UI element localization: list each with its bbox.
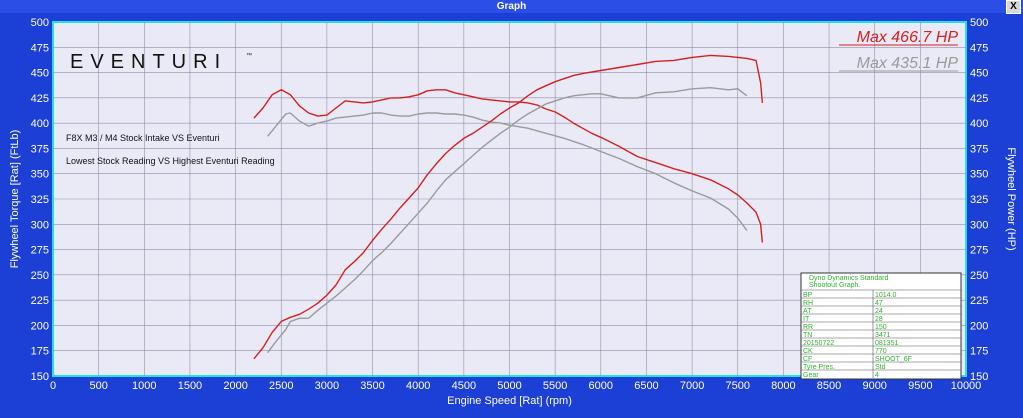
x-tick-label: 10000	[951, 380, 982, 392]
legend-row-key: TN	[803, 332, 812, 339]
legend-row-value: 3471	[875, 332, 891, 339]
legend-row-value: SHOOT_6F	[875, 356, 912, 363]
legend-row-key: IT	[803, 316, 810, 323]
y-left-tick-label: 400	[31, 118, 49, 130]
legend-subtitle: Shootout Graph.	[809, 282, 860, 289]
y-right-tick-label: 475	[970, 42, 988, 54]
legend-row-key: Tyre Pres.	[803, 364, 835, 371]
x-tick-label: 5000	[497, 380, 521, 392]
eventuri-logo: EVENTURI	[70, 51, 227, 73]
x-tick-label: 6000	[589, 380, 613, 392]
max-label-stock: Max 435.1 HP	[857, 55, 959, 72]
y-left-tick-label: 325	[31, 194, 49, 206]
y-right-tick-label: 350	[970, 169, 988, 181]
close-button[interactable]: X	[1006, 0, 1021, 14]
annotation-title: F8X M3 / M4 Stock Intake VS Eventuri	[66, 133, 220, 143]
y-right-axis-title: Flywheel Power (HP)	[1005, 147, 1017, 250]
y-right-tick-label: 450	[970, 68, 988, 80]
x-tick-label: 7000	[680, 380, 704, 392]
x-tick-label: 3000	[315, 380, 339, 392]
y-right-tick-label: 175	[970, 346, 988, 358]
eventuri-logo-trademark: ™	[246, 52, 252, 59]
y-left-tick-label: 350	[31, 169, 49, 181]
x-tick-label: 0	[50, 380, 56, 392]
window-titlebar: Graph X	[0, 0, 1023, 14]
legend-row-key: AT	[803, 308, 812, 315]
legend-box	[800, 272, 962, 380]
y-left-tick-label: 225	[31, 295, 49, 307]
x-tick-label: 4000	[406, 380, 430, 392]
x-tick-label: 6500	[634, 380, 658, 392]
window-title: Graph	[496, 1, 527, 12]
annotation-subtitle: Lowest Stock Reading VS Highest Eventuri…	[66, 156, 275, 166]
y-left-tick-label: 500	[31, 17, 49, 29]
x-tick-label: 2500	[269, 380, 293, 392]
x-tick-label: 7500	[726, 380, 750, 392]
legend-row-key: Gear	[803, 372, 819, 379]
legend-row-key: 20150722	[803, 340, 834, 347]
y-right-tick-label: 250	[970, 270, 988, 282]
x-axis-title: Engine Speed [Rat] (rpm)	[447, 395, 572, 407]
y-right-tick-label: 150	[970, 371, 988, 383]
legend-row-value: Std	[875, 364, 886, 371]
x-tick-label: 3500	[360, 380, 384, 392]
x-tick-label: 500	[89, 380, 107, 392]
y-right-tick-label: 375	[970, 143, 988, 155]
legend-row-value: 150	[875, 324, 887, 331]
y-left-tick-label: 150	[31, 371, 49, 383]
x-tick-label: 8500	[817, 380, 841, 392]
x-tick-label: 8000	[771, 380, 795, 392]
x-tick-label: 9500	[908, 380, 932, 392]
y-right-tick-label: 200	[970, 320, 988, 332]
legend-row-value: 1014.0	[875, 292, 897, 299]
max-label-eventuri: Max 466.7 HP	[857, 29, 959, 46]
legend-row-value: 28	[875, 316, 883, 323]
series-line-stock_torque	[267, 112, 748, 231]
y-left-tick-label: 200	[31, 320, 49, 332]
legend-row-key: CF	[803, 356, 812, 363]
x-tick-label: 5500	[543, 380, 567, 392]
y-left-tick-label: 425	[31, 93, 49, 105]
y-left-tick-label: 300	[31, 219, 49, 231]
y-right-tick-label: 500	[970, 17, 988, 29]
y-right-tick-label: 275	[970, 245, 988, 257]
dyno-chart: 0 500 1000 1500 2000 2500 3000 3500 4000 4500 5000…	[9, 17, 1017, 407]
series-line-eventuri_power	[253, 54, 764, 360]
series-line-stock_power	[267, 87, 748, 354]
series-line-eventuri_torque	[253, 89, 764, 243]
legend-row-value: 770	[875, 348, 887, 355]
y-left-axis-title: Flywheel Torque [Rat] (FtLb)	[9, 130, 21, 269]
x-tick-label: 1000	[132, 380, 156, 392]
y-left-tick-label: 250	[31, 270, 49, 282]
legend-title: Dyno Dynamics Standard	[809, 275, 888, 282]
y-left-tick-label: 375	[31, 143, 49, 155]
legend-row-key: RR	[803, 324, 813, 331]
legend-row-key: RH	[803, 300, 813, 307]
legend-row-value: 24	[875, 308, 883, 315]
y-left-tick-label: 275	[31, 245, 49, 257]
x-tick-label: 2000	[223, 380, 247, 392]
y-left-tick-label: 475	[31, 42, 49, 54]
x-tick-label: 4500	[452, 380, 476, 392]
legend-row-value: 081351	[875, 340, 898, 347]
x-tick-label: 9000	[862, 380, 886, 392]
y-right-tick-label: 325	[970, 194, 988, 206]
y-right-tick-label: 400	[970, 118, 988, 130]
y-right-tick-label: 225	[970, 295, 988, 307]
legend-row-key: BP	[803, 292, 813, 299]
legend-row-value: 47	[875, 300, 883, 307]
y-left-tick-label: 175	[31, 346, 49, 358]
y-left-tick-label: 450	[31, 68, 49, 80]
y-right-tick-label: 425	[970, 93, 988, 105]
legend-row-key: CK	[803, 348, 813, 355]
x-tick-label: 1500	[178, 380, 202, 392]
legend-row-value: 4	[875, 372, 879, 379]
y-right-tick-label: 300	[970, 219, 988, 231]
